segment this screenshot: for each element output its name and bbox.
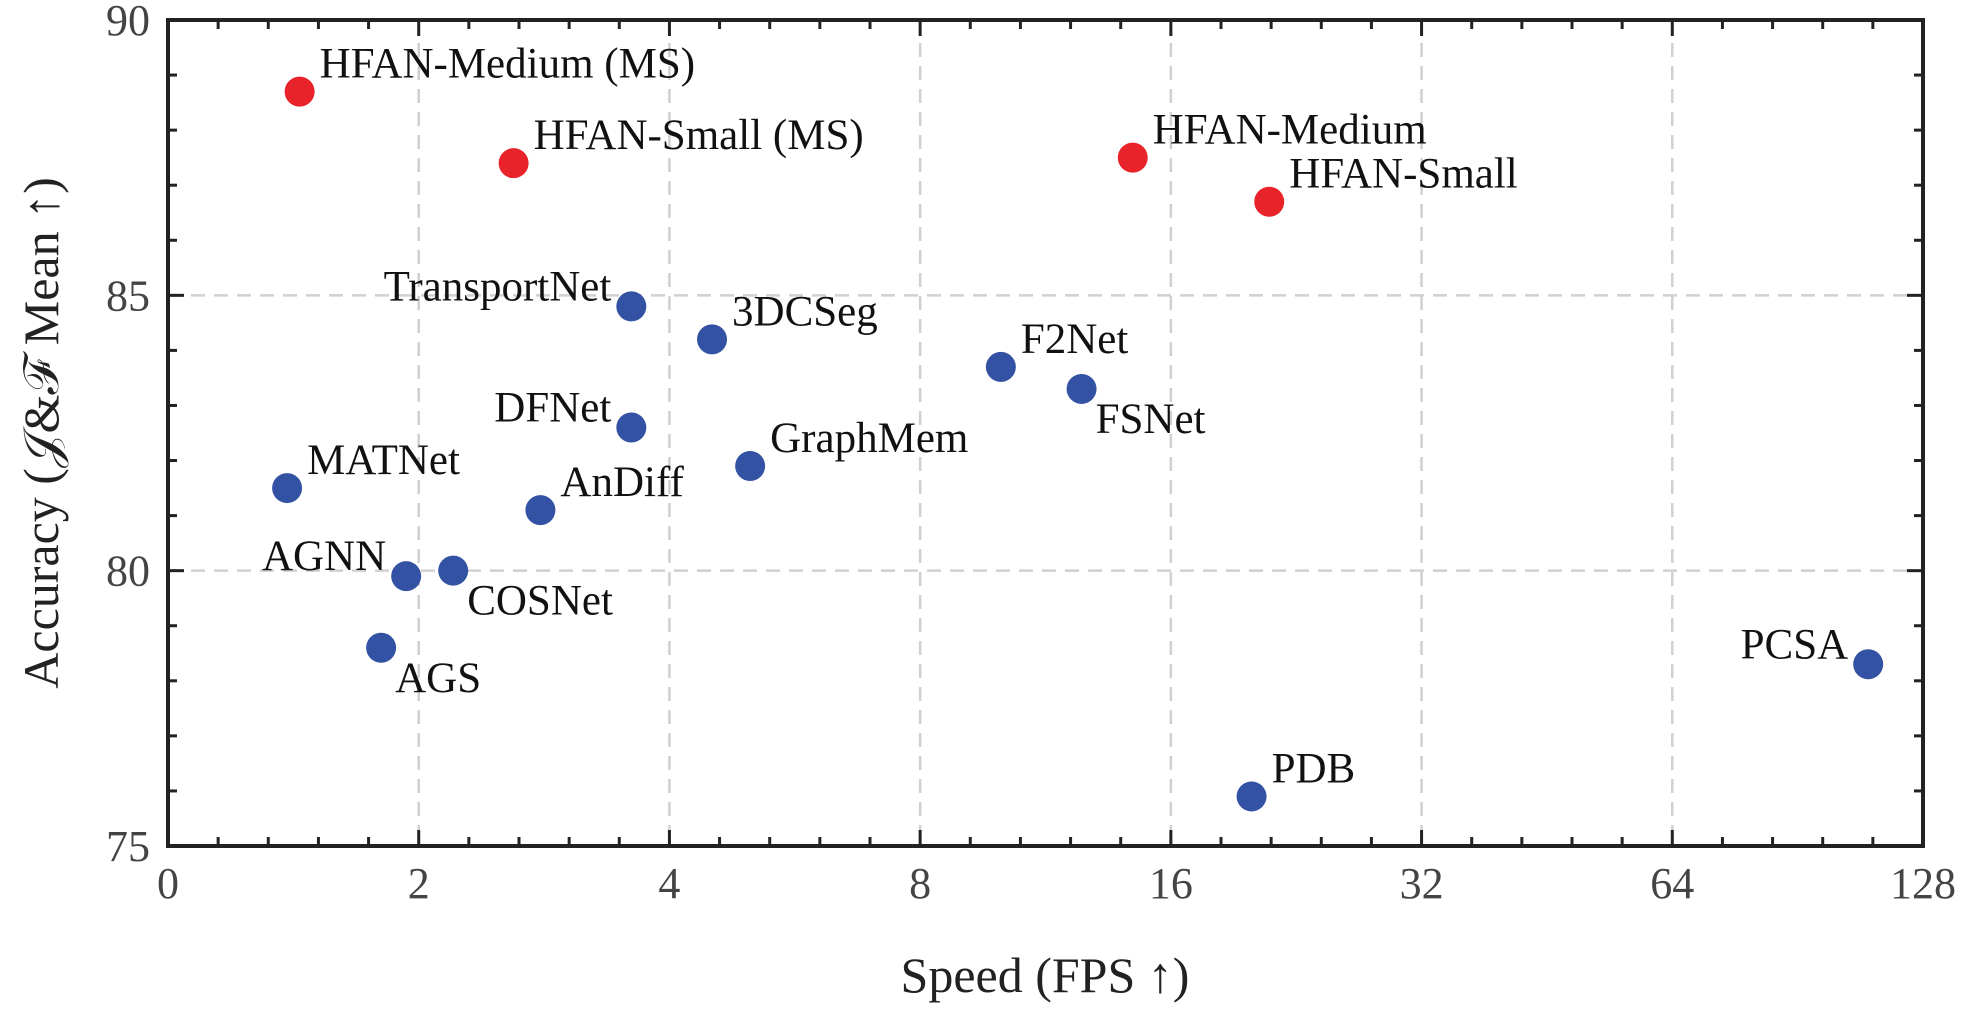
point-label: AGS [395,655,481,702]
point-label: COSNet [467,578,613,625]
data-point-ags [366,632,397,663]
data-point-dfnet [616,412,647,443]
point-label: HFAN-Medium (MS) [320,41,695,88]
x-tick-label: 8 [909,859,931,908]
point-label: AGNN [262,533,386,580]
point-label: TransportNet [384,263,612,310]
grid-lines [168,20,1923,846]
x-tick-label: 4 [658,859,680,908]
point-label: PCSA [1741,621,1849,668]
y-tick-labels: 75 80 85 90 [106,0,150,871]
data-point-pcsa [1853,649,1884,680]
point-label: 3DCSeg [732,288,878,335]
point-label: GraphMem [770,415,968,462]
point-labels: HFAN-Medium (MS) HFAN-Small (MS) HFAN-Medi… [262,41,1848,793]
plot-frame [166,18,1925,848]
x-tick-label: 0 [157,859,179,908]
x-tick-label: 32 [1400,859,1444,908]
point-label: HFAN-Medium [1153,107,1427,154]
data-point-andiff [525,495,556,526]
point-label: PDB [1272,745,1356,792]
y-tick-label: 90 [106,0,150,45]
x-axis-title: Speed (FPS ↑) [901,947,1190,1003]
x-tick-label: 64 [1650,859,1694,908]
data-points [272,76,1884,812]
x-tick-labels: 0 2 4 8 16 32 64 128 [157,859,1956,908]
data-point-fsnet [1066,373,1097,404]
point-label: MATNet [307,437,460,484]
point-label: AnDiff [560,459,684,506]
y-tick-label: 75 [106,822,150,871]
data-point-pdb [1236,781,1267,812]
data-point-hfan-medium-ms [284,76,315,107]
data-point-graphmem [735,451,766,482]
x-tick-label: 128 [1890,859,1956,908]
y-tick-label: 85 [106,271,150,320]
data-point-hfan-medium [1117,142,1148,173]
point-label: HFAN-Small [1289,151,1518,198]
y-axis-title: Accuracy (𝒥&ℱ Mean ↑) [13,177,69,688]
data-point-f2net [985,351,1016,382]
data-point-transportnet [616,291,647,322]
y-tick-label: 80 [106,547,150,596]
axis-ticks [166,18,1925,848]
x-tick-label: 2 [408,859,430,908]
data-point-hfan-small [1254,186,1285,217]
data-point-cosnet [438,555,469,586]
data-point-3dcseg [697,324,728,355]
data-point-matnet [272,473,303,504]
point-label: DFNet [494,384,611,431]
data-point-hfan-small-ms [498,148,529,179]
x-tick-label: 16 [1149,859,1193,908]
point-label: F2Net [1021,316,1129,363]
point-label: HFAN-Small (MS) [534,112,864,159]
data-point-agnn [391,561,422,592]
point-label: FSNet [1096,396,1206,443]
